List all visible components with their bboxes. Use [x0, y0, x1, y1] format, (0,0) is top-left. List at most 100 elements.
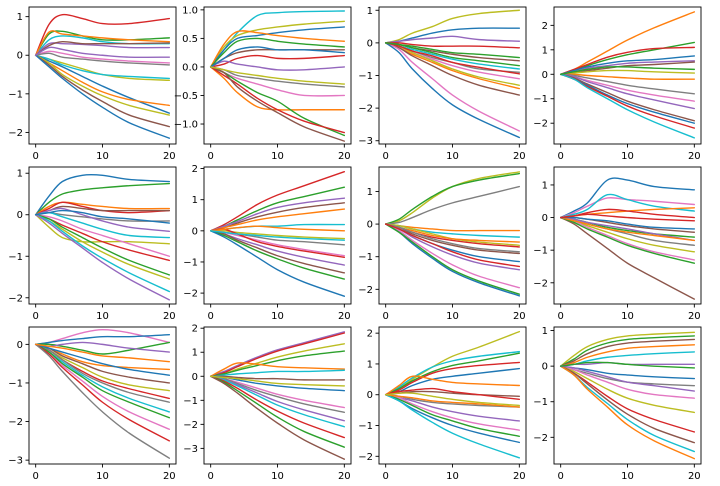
y-tick-label: 1 [192, 348, 198, 359]
series-line-1 [209, 170, 346, 232]
x-tick-label: 0 [557, 311, 563, 322]
series-line-14 [209, 66, 346, 142]
y-tick-label: −1 [533, 397, 548, 408]
series-line-14 [34, 343, 171, 459]
series-line-3 [209, 26, 346, 68]
series-line-15 [34, 343, 171, 376]
x-tick-label: 10 [96, 311, 109, 322]
subplot-7: 0 10 20 −2 −1 0 1 [358, 166, 527, 322]
series-line-12 [209, 66, 346, 137]
y-tick-label: −3 [358, 136, 373, 147]
y-tick-label: −1 [358, 421, 373, 432]
y-tick-label: −2 [533, 433, 548, 444]
series-line-13 [34, 343, 171, 442]
series-line-12 [209, 375, 346, 428]
subplot-10: 0 10 20 −3 −2 −1 0 1 2 [183, 324, 352, 482]
series-line-13 [384, 42, 521, 132]
x-tick-label: 0 [382, 151, 388, 162]
series-line-14 [384, 394, 521, 408]
y-tick-label: 0 [17, 210, 23, 221]
series-group [559, 177, 696, 300]
series-line-14 [559, 365, 696, 460]
x-tick-label: 20 [513, 311, 526, 322]
series-line-15 [209, 225, 346, 232]
series-line-2 [384, 350, 521, 396]
series-line-15 [209, 46, 346, 68]
y-tick-label: −2 [8, 128, 23, 139]
series-line-16 [384, 42, 521, 59]
series-line-7 [209, 375, 346, 381]
series-line-15 [384, 223, 521, 253]
series-line-3 [559, 193, 696, 219]
series-line-2 [209, 332, 346, 377]
x-tick-label: 20 [688, 311, 701, 322]
axes-frame [553, 326, 702, 465]
y-tick-label: −1 [183, 257, 198, 268]
y-tick-label: 1 [367, 359, 373, 370]
x-tick-label: 20 [688, 471, 701, 482]
series-line-3 [384, 35, 521, 44]
series-line-10 [384, 223, 521, 289]
series-line-5 [209, 208, 346, 232]
y-tick-label: −2 [8, 293, 23, 304]
y-tick-label: 0 [192, 226, 198, 237]
x-tick-label: 0 [207, 471, 213, 482]
series-line-11 [34, 54, 171, 114]
series-line-13 [384, 223, 521, 246]
x-tick-label: 10 [621, 471, 634, 482]
series-line-2 [209, 20, 346, 68]
x-tick-label: 0 [207, 311, 213, 322]
series-line-4 [209, 350, 346, 377]
subplot-5: 0 10 20 −2 −1 0 1 [8, 166, 177, 322]
x-tick-label: 20 [338, 151, 351, 162]
series-line-13 [34, 214, 171, 280]
series-line-1 [34, 173, 171, 216]
subplot-12: 0 10 20 −2 −1 0 1 [533, 326, 702, 482]
x-tick-label: 20 [163, 151, 176, 162]
y-tick-label: −1 [8, 378, 23, 389]
series-line-6 [384, 375, 521, 396]
subplot-9: 0 10 20 −3 −2 −1 0 [8, 326, 177, 482]
subplot-1: 0 10 20 −2 −1 0 1 [8, 6, 177, 162]
x-tick-label: 0 [382, 471, 388, 482]
series-line-15 [34, 214, 171, 301]
series-line-3 [559, 338, 696, 367]
y-tick-label: 1 [542, 326, 548, 337]
series-line-5 [209, 37, 346, 68]
subplot-4: 0 10 20 −2 −1 0 1 2 [533, 6, 702, 162]
y-tick-label: 0 [367, 220, 373, 231]
series-line-7 [559, 69, 696, 75]
series-line-4 [384, 361, 521, 396]
y-tick-label: 1 [542, 180, 548, 191]
series-line-7 [34, 207, 171, 233]
x-tick-label: 10 [271, 471, 284, 482]
subplot-6: 0 10 20 −2 −1 0 1 2 [183, 164, 352, 322]
y-tick-label: −1 [358, 71, 373, 82]
subplot-11: 0 10 20 −2 −1 0 1 2 [358, 326, 527, 482]
series-line-10 [34, 54, 171, 80]
series-line-16 [559, 361, 696, 369]
x-tick-label: 0 [382, 311, 388, 322]
series-line-16 [384, 223, 521, 268]
series-line-2 [384, 172, 521, 225]
y-tick-label: 1 [367, 6, 373, 17]
series-line-1 [34, 13, 171, 56]
series-group [209, 10, 346, 142]
series-line-7 [34, 50, 171, 64]
y-tick-label: 0 [367, 38, 373, 49]
series-group [559, 331, 696, 460]
series-line-14 [34, 214, 171, 293]
series-group [34, 173, 171, 301]
series-line-1 [559, 331, 696, 367]
series-line-16 [209, 66, 346, 85]
series-group [384, 171, 521, 297]
y-tick-label: 1 [17, 12, 23, 23]
series-line-8 [559, 73, 696, 80]
axes-frame [203, 326, 352, 465]
series-line-2 [34, 182, 171, 216]
series-group [34, 329, 171, 459]
series-line-12 [209, 230, 346, 274]
y-tick-label: 0 [542, 213, 548, 224]
series-line-12 [559, 73, 696, 122]
y-tick-label: −1 [8, 89, 23, 100]
